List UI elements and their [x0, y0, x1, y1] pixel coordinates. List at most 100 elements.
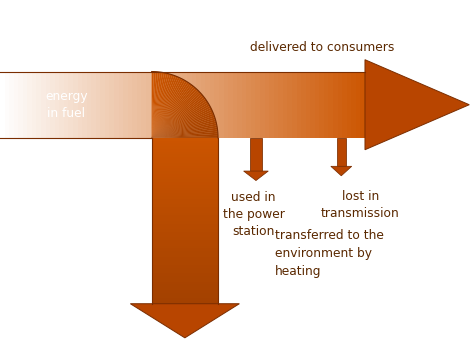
Bar [152, 262, 218, 265]
Bar [68, 72, 73, 138]
Bar [152, 298, 218, 301]
Bar [152, 279, 218, 282]
Text: used in
the power
station: used in the power station [223, 191, 284, 238]
Bar [242, 72, 246, 138]
Bar [342, 72, 346, 138]
Polygon shape [152, 72, 154, 138]
Bar [41, 72, 46, 138]
Polygon shape [152, 110, 212, 138]
Bar [152, 235, 218, 237]
Polygon shape [152, 102, 209, 138]
Bar [78, 72, 82, 138]
Bar [169, 72, 173, 138]
Bar [250, 138, 262, 171]
Polygon shape [152, 117, 215, 138]
Bar [237, 72, 242, 138]
Bar [152, 293, 218, 295]
Bar [152, 301, 218, 304]
Bar [152, 268, 218, 271]
Bar [173, 72, 178, 138]
Bar [251, 72, 255, 138]
Bar [152, 237, 218, 240]
Bar [152, 224, 218, 226]
Bar [152, 229, 218, 232]
Bar [152, 179, 218, 182]
Bar [152, 210, 218, 213]
Bar [155, 72, 160, 138]
Bar [351, 72, 356, 138]
Polygon shape [152, 121, 217, 138]
Bar [73, 72, 78, 138]
Bar [36, 72, 41, 138]
Bar [152, 248, 218, 251]
Polygon shape [152, 106, 211, 138]
Bar [210, 72, 214, 138]
Bar [324, 72, 328, 138]
Polygon shape [152, 82, 189, 138]
Bar [152, 243, 218, 246]
Bar [152, 138, 218, 141]
Text: transferred to the
environment by
heating: transferred to the environment by heatin… [275, 229, 384, 279]
Bar [152, 259, 218, 262]
Bar [152, 218, 218, 221]
Bar [306, 72, 310, 138]
Polygon shape [152, 80, 185, 138]
Polygon shape [152, 72, 160, 138]
Polygon shape [152, 126, 217, 138]
Bar [0, 72, 5, 138]
Bar [264, 72, 269, 138]
Bar [100, 72, 105, 138]
Bar [152, 207, 218, 210]
Bar [152, 295, 218, 298]
Bar [18, 72, 23, 138]
Polygon shape [152, 81, 187, 138]
Polygon shape [152, 97, 205, 138]
Bar [191, 72, 196, 138]
Bar [109, 72, 114, 138]
Bar [9, 72, 14, 138]
Bar [205, 72, 210, 138]
Bar [315, 72, 319, 138]
Bar [182, 72, 187, 138]
Polygon shape [152, 73, 166, 138]
Bar [152, 168, 218, 171]
Polygon shape [152, 116, 215, 138]
Bar [233, 72, 237, 138]
Bar [224, 72, 228, 138]
Polygon shape [152, 84, 192, 138]
Bar [50, 72, 55, 138]
Polygon shape [152, 72, 162, 138]
Bar [214, 72, 219, 138]
Bar [23, 72, 27, 138]
Polygon shape [152, 93, 201, 138]
Bar [346, 72, 351, 138]
Bar [260, 72, 264, 138]
Bar [123, 72, 128, 138]
Bar [152, 246, 218, 248]
Polygon shape [152, 94, 203, 138]
Polygon shape [152, 74, 170, 138]
Bar [152, 213, 218, 215]
Bar [228, 72, 233, 138]
Bar [152, 174, 218, 176]
Bar [59, 72, 64, 138]
Bar [152, 165, 218, 168]
Bar [82, 72, 87, 138]
Polygon shape [152, 108, 212, 138]
Bar [152, 265, 218, 268]
Polygon shape [152, 91, 200, 138]
Bar [46, 72, 50, 138]
Polygon shape [152, 72, 156, 138]
Polygon shape [152, 111, 213, 138]
Bar [152, 251, 218, 254]
Polygon shape [152, 75, 174, 138]
Polygon shape [152, 114, 214, 138]
Bar [274, 72, 278, 138]
Polygon shape [152, 88, 197, 138]
Bar [64, 72, 68, 138]
Polygon shape [152, 74, 172, 138]
Bar [310, 72, 315, 138]
Bar [152, 154, 218, 157]
Bar [152, 273, 218, 276]
Polygon shape [152, 76, 178, 138]
